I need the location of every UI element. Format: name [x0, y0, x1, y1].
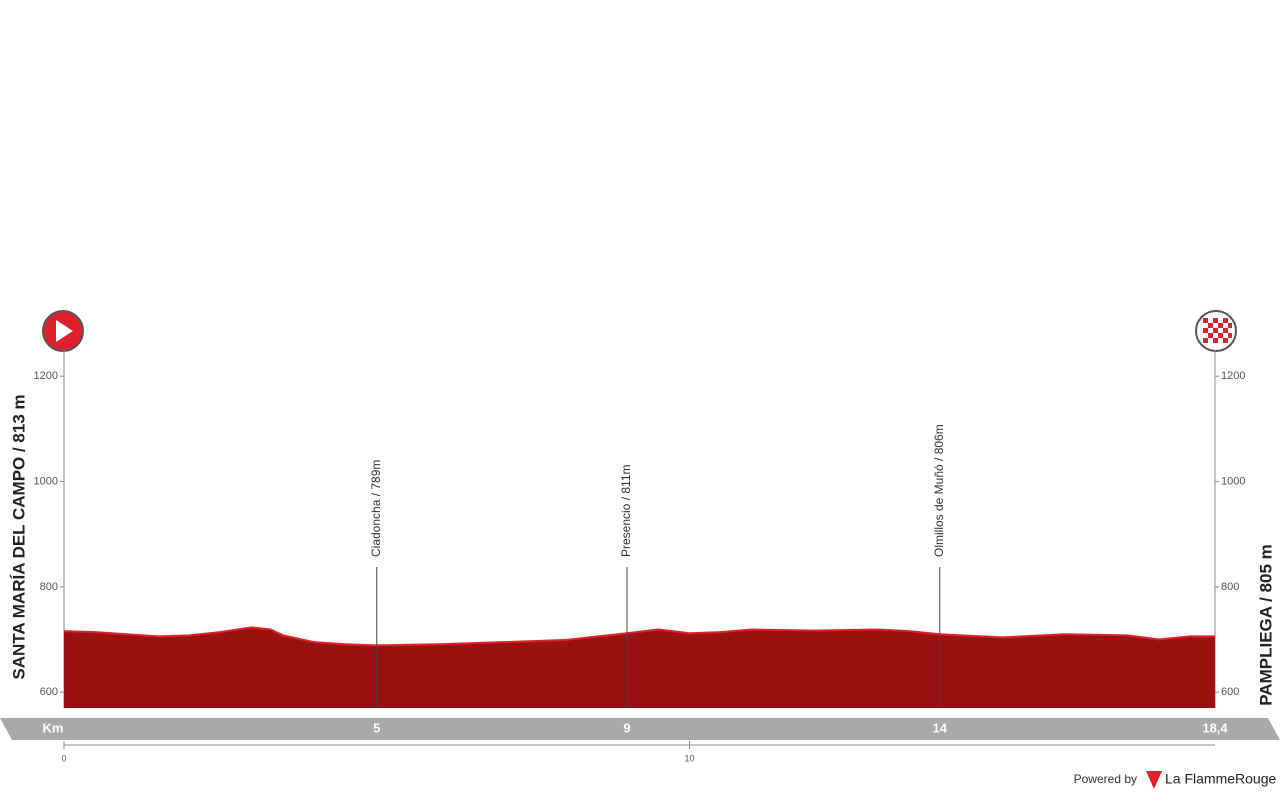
y-tick-label: 800 — [40, 581, 58, 593]
km-marker: 5 — [373, 720, 380, 735]
start-icon — [42, 310, 84, 352]
km-label: Km — [43, 720, 64, 735]
km-marker: 18,4 — [1202, 720, 1228, 735]
waypoint-label: Ciadoncha / 789m — [369, 460, 383, 557]
x-tick-label: 0 — [61, 753, 66, 763]
y-tick-label: 1200 — [34, 370, 58, 382]
y-tick-label: 800 — [1221, 581, 1239, 593]
finish-icon — [1195, 310, 1237, 352]
km-band — [0, 718, 1280, 740]
y-tick-label: 1000 — [1221, 475, 1245, 487]
y-tick-label: 600 — [1221, 686, 1239, 698]
y-tick-label: 1000 — [34, 475, 58, 487]
credit-text: Powered by — [1074, 772, 1137, 786]
km-marker: 14 — [933, 720, 948, 735]
y-tick-label: 600 — [40, 686, 58, 698]
credit: Powered by La FlammeRouge — [1074, 771, 1276, 789]
brand-text: La FlammeRouge — [1165, 771, 1276, 787]
x-tick-label: 10 — [685, 753, 695, 763]
y-tick-label: 1200 — [1221, 370, 1245, 382]
start-label: SANTA MARÍA DEL CAMPO / 813 m — [9, 394, 28, 679]
km-marker: 9 — [623, 720, 630, 735]
profile-area — [64, 627, 1215, 708]
finish-label: PAMPLIEGA / 805 m — [1256, 544, 1275, 706]
waypoint-label: Presencio / 811m — [619, 465, 633, 558]
brand-icon — [1146, 771, 1162, 789]
waypoint-label: Olmillos de Muñó / 806m — [932, 424, 946, 557]
profile-line — [63, 626, 1215, 647]
